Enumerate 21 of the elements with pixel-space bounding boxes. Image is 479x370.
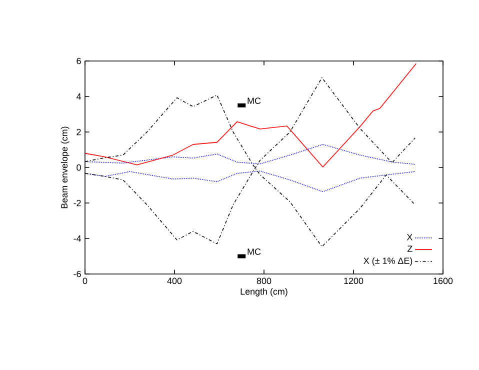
x-tick-label: 1200: [344, 278, 364, 284]
line-series: [85, 63, 417, 168]
annotation: MC: [248, 98, 261, 104]
y-tick-label: -2: [74, 200, 81, 206]
y-tick-label: 2: [76, 128, 81, 136]
y-tick-label: -4: [74, 235, 82, 242]
y-axis-title: Beam envelope (cm): [60, 126, 70, 208]
x-tick-label: 0: [82, 278, 88, 284]
legend-label: X (± 1% ΔE): [364, 257, 412, 266]
y-tick-label: -6: [74, 270, 81, 278]
legend-label: X: [406, 234, 412, 240]
x-tick-label: 400: [167, 278, 182, 284]
y-tick-label: 4: [76, 93, 82, 100]
x-tick-label: 800: [256, 278, 272, 284]
annotation: MC: [248, 248, 261, 255]
y-tick-label: 0: [76, 164, 81, 171]
x-tick-label: 1600: [434, 278, 453, 284]
x-axis-title: Length (cm): [240, 288, 288, 296]
legend-label: Z: [407, 246, 412, 252]
line-series: [85, 144, 416, 165]
y-tick-label: 6: [76, 58, 81, 64]
